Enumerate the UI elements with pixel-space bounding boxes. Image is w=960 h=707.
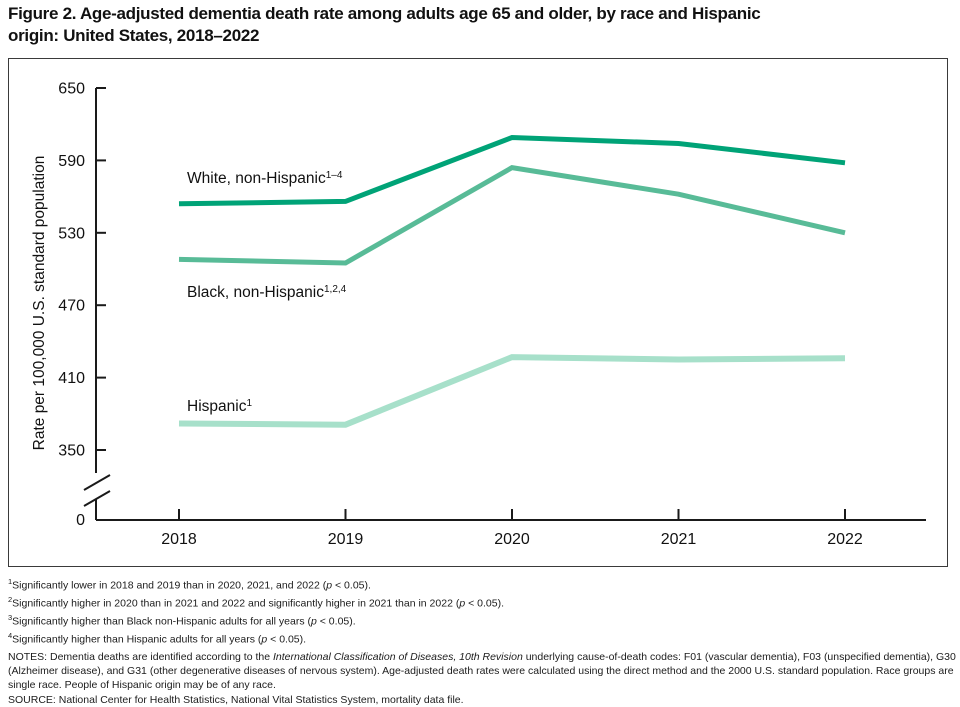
series-label-text: White, non-Hispanic: [187, 170, 326, 188]
notes-italic: International Classification of Diseases…: [272, 651, 523, 663]
y-zero-label: 0: [76, 512, 85, 529]
series-label-superscript: 1: [246, 398, 253, 409]
y-tick-label: 590: [58, 153, 85, 170]
chart-frame: 650 590 530 470 410 350 0 2018 2019 2020 2021 2022 …: [8, 58, 948, 567]
footnote: 3Significantly higher than Black non-His…: [8, 613, 356, 628]
figure-title: Figure 2. Age-adjusted dementia death ra…: [8, 3, 956, 47]
y-tick-label: 410: [58, 370, 85, 387]
series-label-white-non-hispanic: White, non-Hispanic1–4: [187, 169, 342, 188]
x-tick-label: 2021: [661, 531, 697, 548]
footnotes: 1Significantly lower in 2018 and 2019 th…: [8, 575, 956, 647]
y-tick-label: 350: [58, 443, 85, 460]
figure-title-line2: origin: United States, 2018–2022: [8, 26, 260, 45]
source-text: SOURCE: National Center for Health Stati…: [8, 693, 464, 706]
figure-notes-block: 1Significantly lower in 2018 and 2019 th…: [8, 575, 956, 707]
series-label-hispanic: Hispanic1: [187, 397, 252, 416]
y-axis-title: Rate per 100,000 U.S. standard populatio…: [31, 155, 48, 451]
series-label-text: Black, non-Hispanic: [187, 284, 324, 302]
notes-after: underlying cause-of-death codes: F01 (va…: [8, 651, 956, 692]
x-tick-label: 2018: [161, 531, 197, 548]
x-tick-label: 2020: [494, 531, 530, 548]
x-tick-label: 2022: [827, 531, 863, 548]
series-label-black-non-hispanic: Black, non-Hispanic1,2,4: [187, 283, 346, 302]
series-line-white-non-hispanic: [178, 134, 846, 207]
y-tick-label: 470: [58, 298, 85, 315]
y-tick-label: 530: [58, 225, 85, 242]
x-tick-label: 2019: [328, 531, 364, 548]
y-tick-label: 650: [58, 81, 85, 98]
series-label-text: Hispanic: [187, 398, 247, 416]
axis-break-icon: [83, 490, 111, 507]
line-chart: 650 590 530 470 410 350 0 2018 2019 2020 2021 2022: [58, 81, 926, 548]
notes-text: NOTES: Dementia deaths are identified ac…: [8, 650, 956, 693]
series-line-hispanic: [178, 354, 846, 428]
series-label-superscript: 1,2,4: [323, 284, 347, 295]
footnote: 4Significantly higher than Hispanic adul…: [8, 631, 307, 646]
series-label-superscript: 1–4: [325, 170, 343, 181]
figure-title-line1: Figure 2. Age-adjusted dementia death ra…: [8, 4, 761, 23]
footnote: 1Significantly lower in 2018 and 2019 th…: [8, 577, 371, 592]
series-line-black-non-hispanic: [178, 164, 846, 266]
footnote: 2Significantly higher in 2020 than in 20…: [8, 595, 505, 610]
axis-break-icon: [83, 474, 111, 491]
notes-before: NOTES: Dementia deaths are identified ac…: [8, 651, 273, 663]
